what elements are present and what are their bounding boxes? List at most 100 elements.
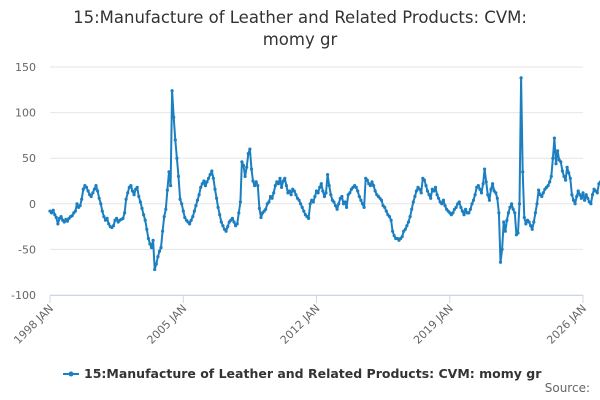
data-point[interactable] [157, 249, 162, 253]
data-point[interactable] [476, 184, 480, 188]
data-point[interactable] [510, 202, 514, 206]
data-point[interactable] [80, 197, 84, 201]
data-point[interactable] [153, 267, 157, 272]
data-point[interactable] [135, 185, 139, 189]
data-point[interactable] [175, 156, 179, 160]
data-point[interactable] [107, 222, 111, 226]
data-point[interactable] [129, 184, 133, 188]
data-point[interactable] [403, 227, 407, 231]
data-point[interactable] [494, 191, 498, 195]
data-point[interactable] [467, 211, 471, 215]
data-point[interactable] [216, 205, 220, 209]
data-point[interactable] [62, 220, 66, 224]
data-point[interactable] [345, 205, 349, 209]
data-point[interactable] [173, 138, 177, 142]
data-point[interactable] [249, 167, 254, 171]
data-point[interactable] [149, 246, 154, 250]
data-point[interactable] [433, 185, 438, 189]
data-point[interactable] [419, 191, 423, 195]
data-point[interactable] [565, 165, 569, 169]
credits-source[interactable]: Source: [545, 381, 590, 395]
data-point[interactable] [489, 187, 493, 191]
data-point[interactable] [360, 202, 365, 206]
data-point[interactable] [595, 191, 599, 195]
data-point[interactable] [332, 200, 336, 204]
data-point[interactable] [256, 184, 260, 188]
data-point[interactable] [176, 174, 181, 178]
data-point[interactable] [121, 216, 125, 220]
data-point[interactable] [202, 179, 206, 183]
data-point[interactable] [145, 227, 149, 231]
data-point[interactable] [167, 170, 171, 174]
data-point[interactable] [53, 213, 57, 217]
data-point[interactable] [170, 89, 174, 93]
data-point[interactable] [586, 196, 590, 200]
data-point[interactable] [130, 189, 135, 193]
data-point[interactable] [473, 193, 477, 197]
data-point[interactable] [483, 167, 487, 171]
data-point[interactable] [307, 216, 311, 220]
data-point[interactable] [224, 229, 228, 233]
data-point[interactable] [248, 147, 252, 151]
data-point[interactable] [470, 202, 474, 206]
data-point[interactable] [238, 200, 242, 204]
data-point[interactable] [495, 196, 499, 200]
data-point[interactable] [178, 197, 182, 201]
data-point[interactable] [205, 180, 209, 184]
data-point[interactable] [573, 202, 577, 206]
data-point[interactable] [481, 182, 485, 186]
data-point[interactable] [154, 262, 158, 266]
data-point[interactable] [522, 215, 526, 220]
data-point[interactable] [589, 202, 593, 206]
data-point[interactable] [65, 219, 69, 223]
data-point[interactable] [471, 198, 476, 202]
data-point[interactable] [392, 234, 396, 238]
data-point[interactable] [240, 160, 244, 164]
data-point[interactable] [437, 196, 441, 200]
data-point[interactable] [429, 196, 433, 200]
data-point[interactable] [462, 213, 466, 217]
data-point[interactable] [281, 179, 285, 183]
data-point[interactable] [584, 193, 588, 197]
data-point[interactable] [100, 209, 104, 213]
data-point[interactable] [549, 174, 553, 178]
data-point[interactable] [115, 216, 119, 220]
data-point[interactable] [368, 184, 372, 188]
data-point[interactable] [321, 189, 325, 193]
data-point[interactable] [92, 187, 96, 191]
data-point[interactable] [188, 222, 192, 226]
data-point[interactable] [389, 218, 393, 222]
data-point[interactable] [50, 211, 54, 215]
data-point[interactable] [102, 215, 106, 219]
data-point[interactable] [241, 163, 246, 168]
data-point[interactable] [51, 208, 55, 212]
data-point[interactable] [192, 209, 196, 213]
data-point[interactable] [138, 200, 142, 204]
data-point[interactable] [243, 174, 247, 178]
data-point[interactable] [230, 216, 234, 220]
data-point[interactable] [319, 182, 323, 186]
data-point[interactable] [424, 184, 428, 188]
data-point[interactable] [327, 184, 331, 188]
data-point[interactable] [197, 193, 201, 197]
data-point[interactable] [427, 193, 431, 197]
data-point[interactable] [56, 222, 60, 226]
data-point[interactable] [464, 207, 468, 211]
data-point[interactable] [484, 180, 488, 184]
data-point[interactable] [132, 193, 136, 197]
data-point[interactable] [308, 202, 312, 206]
data-point[interactable] [257, 206, 261, 210]
data-point[interactable] [524, 222, 528, 226]
data-point[interactable] [459, 205, 463, 209]
data-point[interactable] [578, 193, 582, 197]
data-point[interactable] [75, 202, 79, 206]
data-point[interactable] [508, 205, 512, 209]
data-point[interactable] [126, 191, 130, 195]
data-point[interactable] [161, 229, 165, 233]
data-point[interactable] [210, 169, 214, 173]
legend[interactable]: 15:Manufacture of Leather and Related Pr… [63, 366, 542, 381]
data-point[interactable] [391, 229, 395, 233]
data-point[interactable] [237, 211, 241, 215]
data-point[interactable] [195, 198, 200, 202]
data-point[interactable] [316, 191, 320, 195]
